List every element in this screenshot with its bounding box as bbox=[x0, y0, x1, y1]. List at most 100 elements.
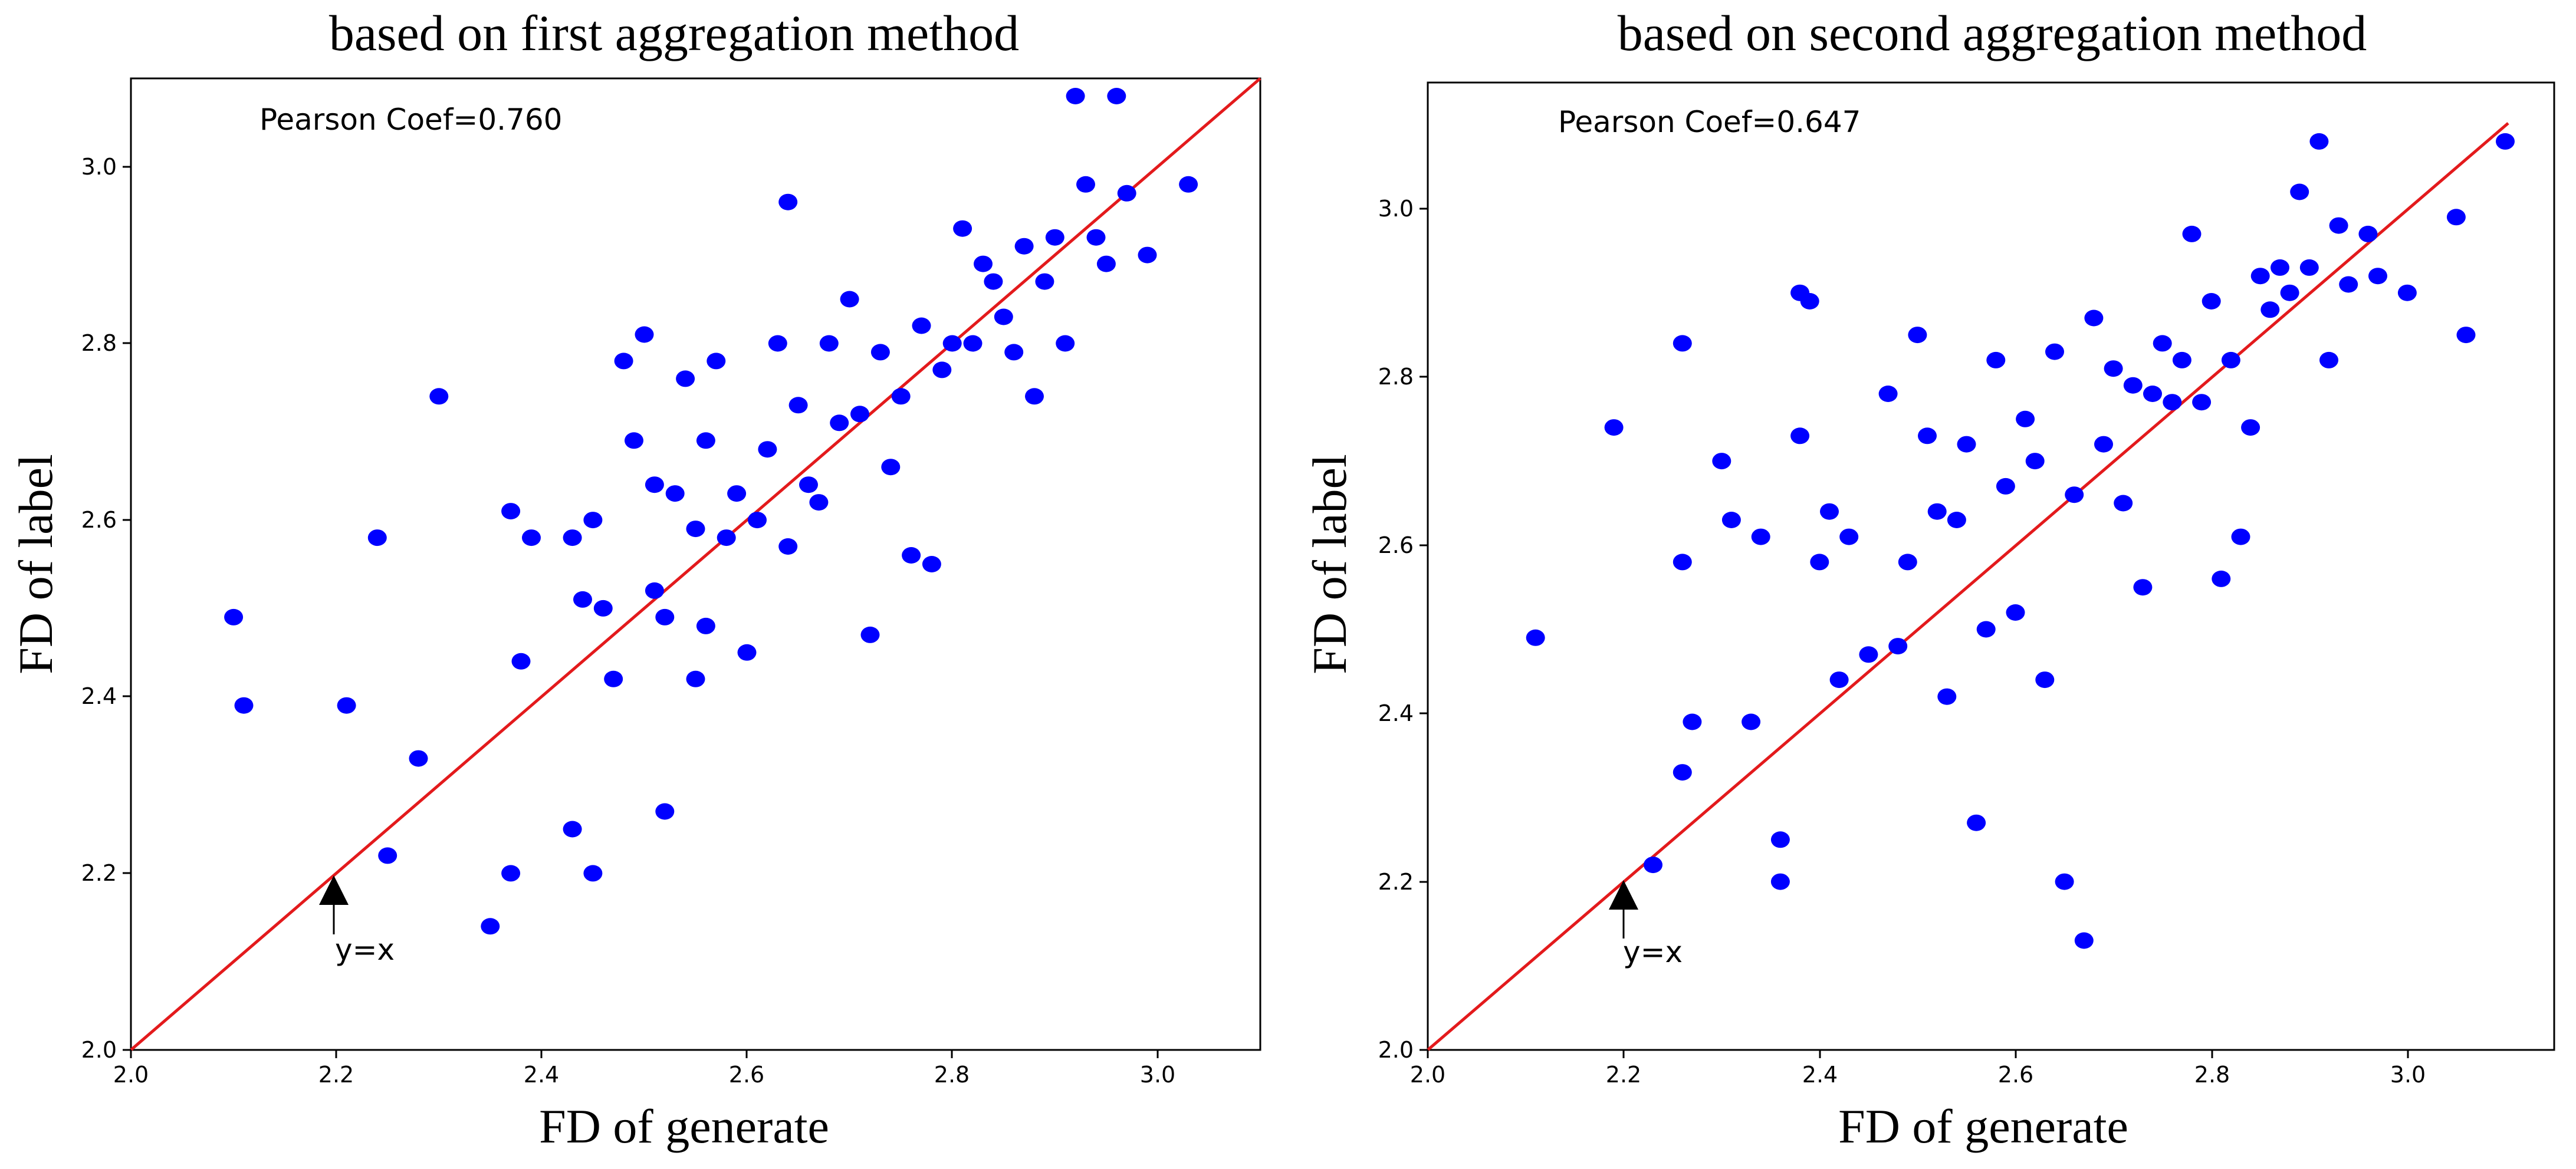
chart-left: based on first aggregation method Pearso… bbox=[9, 5, 1261, 1153]
chart-right-arrow-head bbox=[1609, 880, 1638, 910]
chart-left-data-point bbox=[758, 441, 777, 458]
chart-left-data-point bbox=[799, 476, 818, 493]
chart-left-data-point bbox=[1107, 88, 1126, 104]
chart-left-data-point bbox=[563, 529, 582, 546]
chart-left-data-point bbox=[686, 521, 705, 538]
chart-right-data-point bbox=[1770, 873, 1790, 890]
chart-right-xtick-label: 3.0 bbox=[2390, 1062, 2426, 1088]
chart-left-data-point bbox=[676, 370, 695, 387]
chart-left-points bbox=[224, 88, 1198, 935]
chart-right-data-point bbox=[2260, 301, 2280, 318]
chart-left-ytick-label: 2.4 bbox=[81, 683, 117, 709]
chart-right-data-point bbox=[1986, 351, 2006, 368]
chart-right-data-point bbox=[1839, 528, 1859, 545]
chart-right-data-point bbox=[1673, 554, 1692, 571]
chart-left-xtick-label: 2.0 bbox=[113, 1062, 149, 1088]
chart-right-data-point bbox=[1673, 335, 1692, 352]
chart-right-data-point bbox=[2172, 351, 2191, 368]
chart-left-xtick-label: 2.6 bbox=[729, 1062, 764, 1088]
chart-left-data-point bbox=[367, 529, 387, 546]
chart-left-data-point bbox=[953, 220, 972, 237]
chart-right-data-point bbox=[2221, 351, 2240, 368]
chart-right-xtick-label: 2.6 bbox=[1998, 1062, 2033, 1088]
chart-right: based on second aggregation method Pears… bbox=[1303, 5, 2555, 1153]
chart-right-data-point bbox=[1878, 386, 1898, 402]
chart-right-data-point bbox=[1967, 814, 1986, 831]
chart-left-data-point bbox=[563, 821, 582, 838]
chart-left-ytick-label: 2.0 bbox=[81, 1037, 117, 1063]
chart-right-data-point bbox=[2339, 276, 2358, 293]
chart-left-data-point bbox=[573, 591, 592, 608]
chart-left-data-point bbox=[1086, 229, 1106, 246]
chart-right-data-point bbox=[2084, 309, 2104, 327]
chart-right-data-point bbox=[2250, 268, 2270, 285]
chart-right-ytick-label: 3.0 bbox=[1378, 196, 1414, 222]
chart-left-data-point bbox=[1066, 88, 1085, 104]
chart-left-data-point bbox=[378, 847, 397, 864]
chart-right-ytick-label: 2.2 bbox=[1378, 869, 1414, 895]
chart-left-x-ticks: 2.0 2.2 2.4 2.6 2.8 3.0 bbox=[113, 1050, 1175, 1088]
chart-left-data-point bbox=[501, 503, 521, 520]
chart-right-data-point bbox=[2045, 343, 2064, 360]
chart-right-arrow bbox=[1609, 880, 1638, 939]
chart-right-data-point bbox=[2055, 873, 2074, 890]
chart-right-data-point bbox=[2192, 394, 2212, 411]
chart-right-data-point bbox=[1996, 478, 2015, 495]
chart-right-data-point bbox=[1976, 621, 1996, 638]
chart-right-data-point bbox=[2025, 453, 2045, 470]
chart-left-data-point bbox=[748, 512, 767, 529]
chart-right-data-point bbox=[2397, 284, 2417, 301]
chart-left-arrow-head bbox=[319, 875, 349, 905]
chart-right-data-point bbox=[2299, 259, 2319, 276]
chart-left-arrow bbox=[319, 875, 349, 934]
chart-right-y-ticks: 2.0 2.2 2.4 2.6 2.8 3.0 bbox=[1378, 196, 1428, 1063]
chart-right-data-point bbox=[2016, 410, 2035, 427]
chart-left-data-point bbox=[994, 308, 1013, 325]
chart-left-data-point bbox=[902, 547, 921, 564]
chart-right-data-point bbox=[1604, 419, 1624, 436]
chart-right-data-point bbox=[1742, 713, 1761, 730]
chart-left-data-point bbox=[481, 918, 500, 935]
chart-left-data-point bbox=[511, 653, 531, 670]
chart-right-data-point bbox=[2133, 579, 2153, 596]
chart-left-ytick-label: 2.6 bbox=[81, 507, 117, 533]
chart-right-data-point bbox=[2319, 351, 2338, 368]
chart-right-data-point bbox=[1810, 554, 1829, 571]
chart-left-xtick-label: 3.0 bbox=[1140, 1062, 1175, 1088]
chart-left-data-point bbox=[686, 670, 705, 687]
chart-left-data-point bbox=[912, 317, 931, 334]
chart-left-data-point bbox=[891, 388, 911, 405]
chart-right-data-point bbox=[2035, 671, 2055, 689]
chart-left-title: based on first aggregation method bbox=[329, 5, 1019, 61]
chart-left-data-point bbox=[788, 397, 808, 414]
chart-left-data-point bbox=[768, 335, 787, 352]
chart-right-data-point bbox=[1947, 512, 1966, 528]
chart-right-data-point bbox=[2496, 133, 2515, 150]
chart-right-arrow-label: y=x bbox=[1623, 935, 1683, 969]
chart-left-data-point bbox=[635, 326, 654, 343]
chart-left-arrow-label: y=x bbox=[335, 933, 395, 967]
chart-left-data-point bbox=[707, 353, 726, 370]
chart-left-ytick-label: 2.2 bbox=[81, 860, 117, 886]
chart-right-data-point bbox=[2329, 217, 2348, 234]
chart-left-data-point bbox=[1004, 344, 1024, 361]
chart-left-data-point bbox=[809, 494, 829, 511]
chart-left-y-ticks: 2.0 2.2 2.4 2.6 2.8 3.0 bbox=[81, 154, 131, 1063]
chart-left-ytick-label: 2.8 bbox=[81, 330, 117, 356]
chart-left-y-axis-label: FD of label bbox=[9, 454, 63, 674]
chart-right-data-point bbox=[2143, 386, 2162, 402]
chart-left-pearson-annotation: Pearson Coef=0.760 bbox=[259, 103, 562, 137]
chart-left-data-point bbox=[860, 626, 880, 643]
chart-right-y-axis-label: FD of label bbox=[1303, 454, 1356, 674]
chart-right-data-point bbox=[2456, 327, 2476, 344]
chart-left-xtick-label: 2.4 bbox=[524, 1062, 559, 1088]
chart-left-data-point bbox=[1045, 229, 1064, 246]
chart-right-data-point bbox=[1908, 327, 1927, 344]
chart-left-data-point bbox=[583, 865, 603, 882]
chart-left-data-point bbox=[655, 608, 675, 625]
chart-right-data-point bbox=[1790, 427, 1810, 444]
chart-left-data-point bbox=[614, 353, 633, 370]
chart-left-data-point bbox=[604, 670, 623, 687]
chart-right-data-point bbox=[2231, 528, 2250, 545]
